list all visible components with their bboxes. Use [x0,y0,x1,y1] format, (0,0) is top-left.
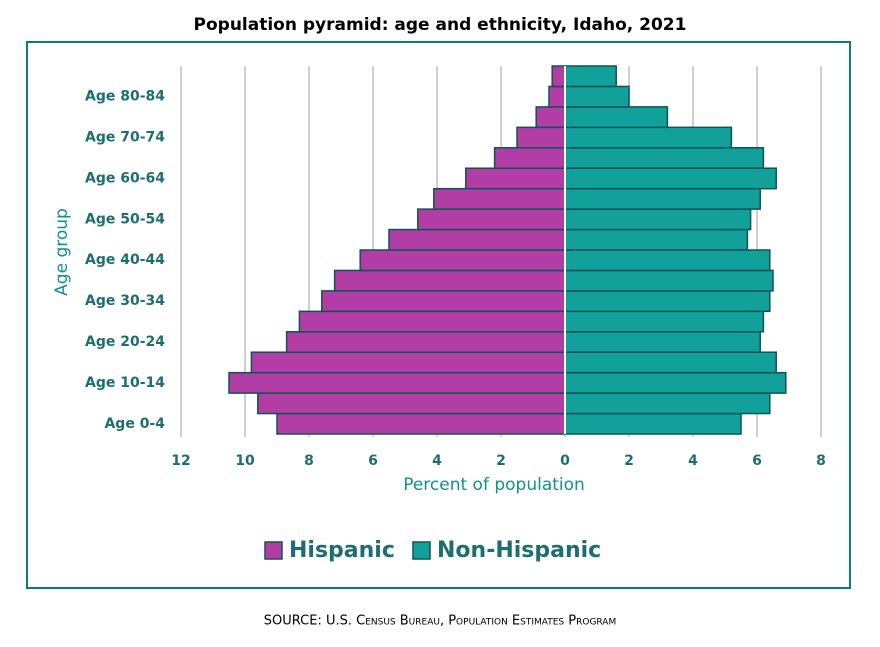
bar [465,167,566,190]
x-tick-label: 6 [368,453,378,469]
source-note: SOURCE: U.S. Census Bureau, Population E… [264,614,616,629]
bar [564,351,777,374]
x-tick-label: 10 [235,453,255,469]
x-tick-label: 2 [496,453,506,469]
legend-label: Hispanic [289,538,395,563]
bar [417,208,566,231]
x-tick-label: 2 [624,453,634,469]
bar [250,351,566,374]
bar [564,310,765,333]
bar [359,249,566,272]
y-tick-label: Age 40-44 [85,252,165,268]
bar [564,392,771,415]
y-axis-title: Age group [52,208,72,296]
bar [298,310,566,333]
y-tick-label: Age 70-74 [85,130,165,146]
bar [548,85,566,108]
bar [564,187,761,210]
legend-label: Non-Hispanic [437,538,601,563]
legend-swatch [412,541,431,560]
legend-swatch [264,541,283,560]
bar [388,228,566,251]
x-tick-label: 8 [304,453,314,469]
y-tick-label: Age 20-24 [85,334,165,350]
x-tick-label: 0 [560,453,570,469]
bar [564,249,771,272]
bar [257,392,566,415]
bar [564,290,771,313]
bar [564,106,669,129]
y-tick-label: Age 50-54 [85,211,165,227]
bar [228,371,566,394]
x-tick-label: 4 [688,453,698,469]
y-tick-label: Age 0-4 [104,416,165,432]
bar [285,331,566,353]
bar [564,412,742,435]
bar [564,65,617,88]
bar [276,412,566,435]
bar [564,167,777,190]
bar [564,208,752,231]
bar [493,147,566,169]
chart-frame [26,41,851,589]
x-tick-label: 8 [816,453,826,469]
x-tick-label: 4 [432,453,442,469]
bar [564,147,765,169]
bar [564,228,749,251]
x-tick-label: 6 [752,453,762,469]
bar [516,126,566,149]
bar [333,269,566,292]
bar [564,371,787,394]
bar [564,126,733,149]
y-tick-label: Age 60-64 [85,170,165,186]
bar [551,65,566,88]
bar [535,106,566,129]
y-tick-label: Age 10-14 [85,375,165,391]
bar [564,85,630,108]
chart-title: Population pyramid: age and ethnicity, I… [194,15,687,35]
bar [433,187,566,210]
bar [564,331,761,353]
y-tick-label: Age 80-84 [85,89,165,105]
x-axis-title: Percent of population [403,475,585,495]
bar [564,269,774,292]
bar [321,290,566,313]
x-tick-label: 12 [171,453,190,469]
y-tick-label: Age 30-34 [85,293,165,309]
